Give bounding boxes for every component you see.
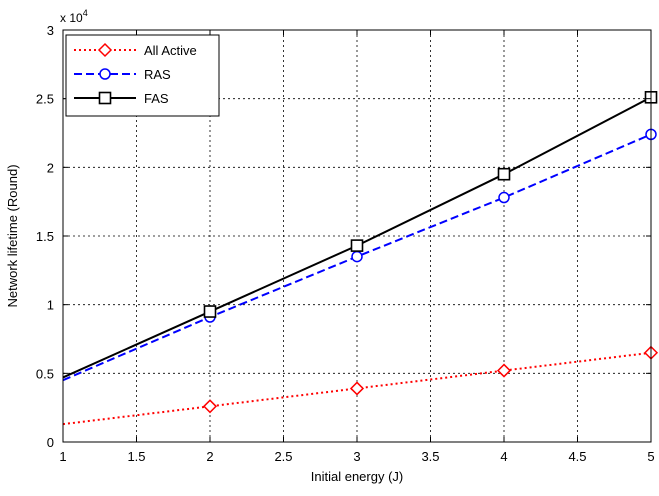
- y-tick-label: 0.5: [36, 366, 54, 381]
- data-point-all-active: [202, 399, 218, 414]
- y-tick-label: 1.5: [36, 229, 54, 244]
- x-tick-label: 4.5: [568, 449, 586, 464]
- x-tick-label: 5: [647, 449, 654, 464]
- y-tick-label: 2.5: [36, 92, 54, 107]
- data-point-fas: [350, 239, 364, 252]
- x-tick-label: 1.5: [127, 449, 145, 464]
- legend-swatch-marker: [97, 42, 113, 58]
- legend-label: FAS: [144, 91, 169, 106]
- x-tick-label: 1: [59, 449, 66, 464]
- axis-ticks: 1 1.5 2 2.5 3 3.5 4 4.5 5 0 0.5 1 1.5 2 2.5 3: [36, 23, 655, 464]
- x-tick-label: 3.5: [421, 449, 439, 464]
- legend-item-all-active: All Active: [74, 42, 197, 58]
- legend-item-ras: RAS: [74, 67, 171, 82]
- y-tick-label: 2: [47, 160, 54, 175]
- data-point-fas: [203, 305, 217, 318]
- legend: All Active RAS FAS: [65, 34, 220, 117]
- x-tick-label: 2: [206, 449, 213, 464]
- y-multiplier: x 104: [60, 8, 88, 25]
- legend-swatch-marker: [98, 91, 112, 105]
- data-point-all-active: [496, 363, 512, 378]
- legend-box: [65, 34, 220, 117]
- legend-item-fas: FAS: [74, 91, 169, 106]
- grid-lines: [63, 30, 651, 442]
- data-point-ras: [498, 191, 510, 204]
- series-group: [62, 90, 659, 426]
- y-tick-label: 1: [47, 298, 54, 313]
- data-point-ras: [351, 250, 363, 263]
- data-point-all-active: [349, 381, 365, 396]
- legend-label: All Active: [144, 43, 197, 58]
- x-tick-label: 2.5: [274, 449, 292, 464]
- y-multiplier-base: x 10: [60, 11, 83, 25]
- data-point-fas: [497, 167, 511, 181]
- y-axis-label: Network lifetime (Round): [5, 164, 20, 307]
- legend-label: RAS: [144, 67, 171, 82]
- x-tick-label: 4: [500, 449, 507, 464]
- y-multiplier-exponent: 4: [83, 8, 88, 18]
- y-tick-label: 3: [47, 23, 54, 38]
- y-tick-label: 0: [47, 435, 54, 450]
- x-tick-label: 3: [353, 449, 360, 464]
- x-axis-label: Initial energy (J): [311, 469, 403, 484]
- legend-swatch-marker: [99, 68, 111, 80]
